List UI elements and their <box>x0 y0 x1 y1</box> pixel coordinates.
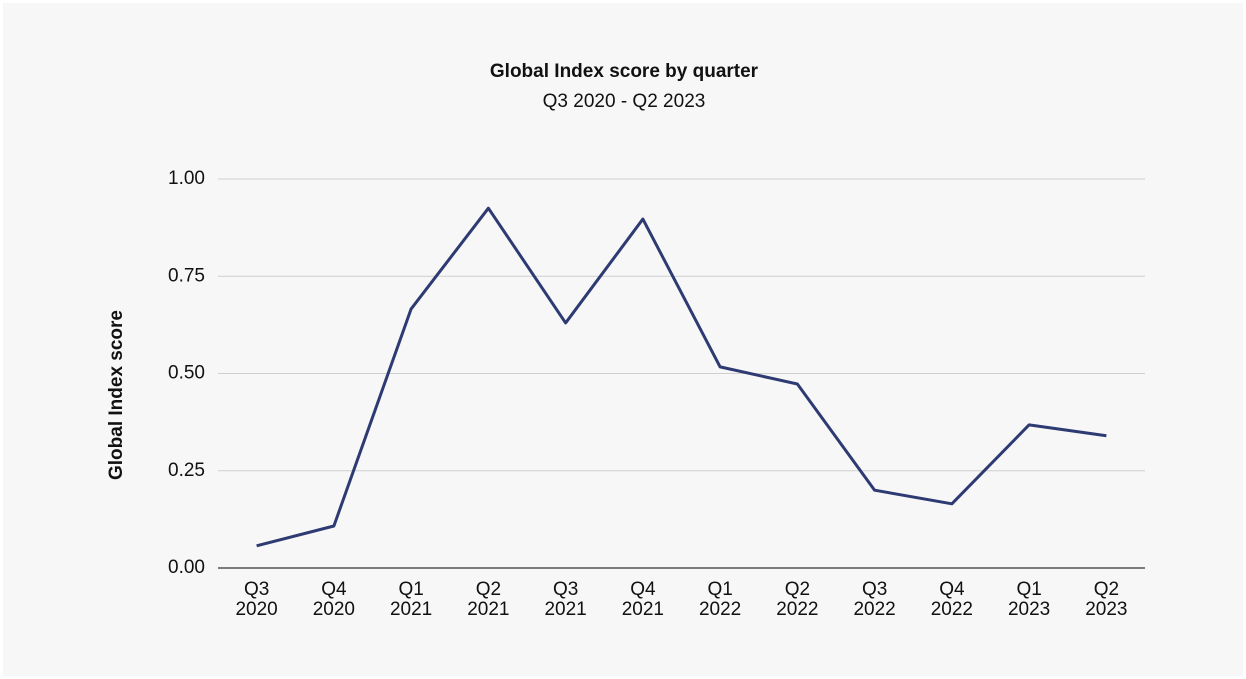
x-tick-label: Q3 2021 <box>544 579 587 620</box>
chart-panel <box>3 3 1243 676</box>
x-tick-label: Q4 2021 <box>621 579 665 620</box>
y-axis-label: Global Index score <box>106 310 127 480</box>
x-tick-label: Q1 2022 <box>698 579 742 620</box>
x-tick-label: Q4 2022 <box>930 579 974 620</box>
x-tick-label: Q1 2023 <box>1007 579 1051 620</box>
y-tick-label: 1.00 <box>168 168 205 189</box>
y-tick-label: 0.75 <box>168 265 205 286</box>
x-tick-label: Q3 2022 <box>853 579 896 620</box>
y-tick-label: 0.00 <box>168 557 205 578</box>
line-series <box>256 206 1107 548</box>
chart-title: Global Index score by quarter <box>490 61 759 82</box>
x-tick-label: Q2 2021 <box>467 579 510 620</box>
chart-subtitle: Q3 2020 - Q2 2023 <box>543 91 706 112</box>
y-tick-label: 0.25 <box>168 460 205 481</box>
y-tick-label: 0.50 <box>168 363 205 384</box>
x-tick-label: Q2 2023 <box>1085 579 1128 620</box>
x-tick-label: Q3 2020 <box>235 579 278 620</box>
x-tick-label: Q4 2020 <box>312 579 356 620</box>
x-tick-label: Q1 2021 <box>389 579 433 620</box>
x-tick-label: Q2 2022 <box>776 579 819 620</box>
